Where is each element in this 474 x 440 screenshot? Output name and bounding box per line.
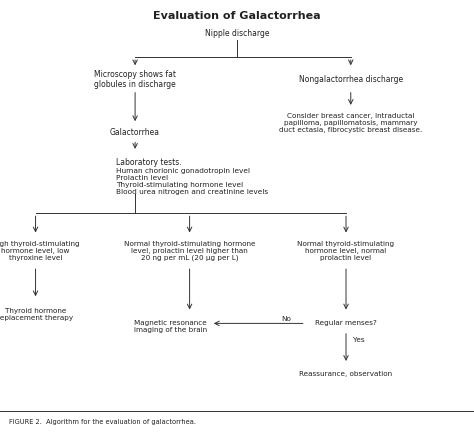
- Text: Microscopy shows fat
globules in discharge: Microscopy shows fat globules in dischar…: [94, 70, 176, 89]
- Text: Evaluation of Galactorrhea: Evaluation of Galactorrhea: [153, 11, 321, 21]
- Text: Normal thyroid-stimulating hormone
level, prolactin level higher than
20 ng per : Normal thyroid-stimulating hormone level…: [124, 241, 255, 261]
- Text: Nongalactorrhea discharge: Nongalactorrhea discharge: [299, 75, 403, 84]
- Text: Human chorionic gonadotropin level
Prolactin level
Thyroid-stimulating hormone l: Human chorionic gonadotropin level Prola…: [116, 168, 268, 195]
- Text: No: No: [282, 316, 291, 322]
- Text: Laboratory tests.: Laboratory tests.: [116, 158, 182, 167]
- Text: FIGURE 2.  Algorithm for the evaluation of galactorrhea.: FIGURE 2. Algorithm for the evaluation o…: [9, 419, 197, 425]
- Text: Magnetic resonance
imaging of the brain: Magnetic resonance imaging of the brain: [134, 320, 207, 333]
- Text: High thyroid-stimulating
hormone level, low
thyroxine level: High thyroid-stimulating hormone level, …: [0, 241, 79, 261]
- Text: Normal thyroid-stimulating
hormone level, normal
prolactin level: Normal thyroid-stimulating hormone level…: [298, 241, 394, 261]
- Text: Regular menses?: Regular menses?: [315, 320, 377, 326]
- Text: Nipple discharge: Nipple discharge: [205, 29, 269, 38]
- Text: Thyroid hormone
replacement therapy: Thyroid hormone replacement therapy: [0, 308, 73, 321]
- Text: Galactorrhea: Galactorrhea: [110, 128, 160, 136]
- Text: Yes: Yes: [353, 337, 365, 343]
- Text: Reassurance, observation: Reassurance, observation: [300, 371, 392, 377]
- Text: Consider breast cancer, intraductal
papilloma, papillomatosis, mammary
duct ecta: Consider breast cancer, intraductal papi…: [279, 113, 422, 133]
